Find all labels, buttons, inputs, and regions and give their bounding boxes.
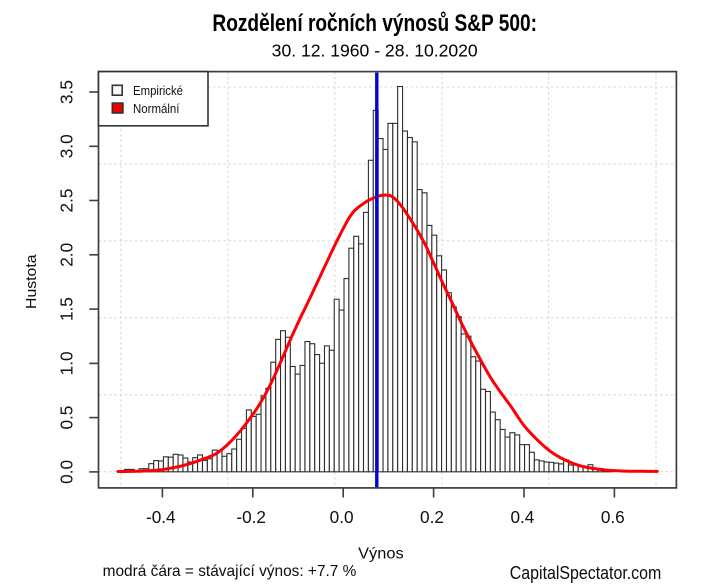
- svg-text:Rozdělení ročních výnosů S&P 5: Rozdělení ročních výnosů S&P 500:: [212, 10, 537, 37]
- svg-text:0.4: 0.4: [510, 507, 534, 527]
- svg-text:1.0: 1.0: [57, 351, 77, 375]
- svg-text:CapitalSpectator.com: CapitalSpectator.com: [510, 563, 662, 583]
- svg-text:3.5: 3.5: [57, 80, 77, 104]
- svg-text:Normální: Normální: [133, 101, 180, 116]
- svg-text:-0.2: -0.2: [236, 507, 266, 527]
- svg-text:Empirické: Empirické: [133, 83, 183, 98]
- svg-text:0.6: 0.6: [601, 507, 625, 527]
- svg-text:2.0: 2.0: [57, 243, 77, 267]
- svg-text:0.2: 0.2: [420, 507, 444, 527]
- svg-text:-0.4: -0.4: [146, 507, 176, 527]
- svg-text:3.0: 3.0: [57, 134, 77, 158]
- svg-text:1.5: 1.5: [57, 297, 77, 321]
- svg-text:Výnos: Výnos: [358, 546, 404, 563]
- svg-text:0.5: 0.5: [57, 406, 77, 430]
- svg-text:2.5: 2.5: [57, 189, 77, 213]
- svg-text:0.0: 0.0: [57, 460, 77, 484]
- svg-text:modrá čára = stávající výnos:: modrá čára = stávající výnos: +7.7 %: [103, 563, 357, 580]
- svg-text:30. 12. 1960 - 28. 10.2020: 30. 12. 1960 - 28. 10.2020: [272, 41, 478, 61]
- svg-text:0.0: 0.0: [330, 507, 354, 527]
- svg-text:Hustota: Hustota: [23, 254, 40, 309]
